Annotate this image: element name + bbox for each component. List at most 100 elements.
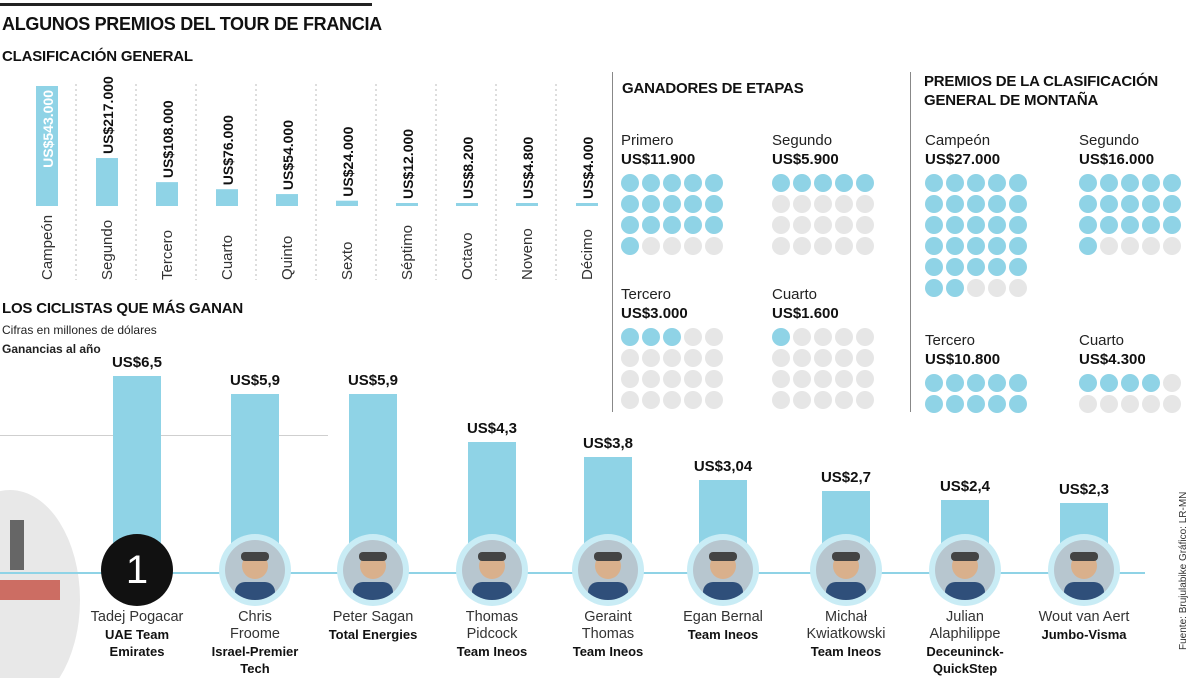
- filled-dot: [967, 258, 985, 276]
- empty-dot: [1142, 395, 1160, 413]
- gc-category-label: Séptimo: [399, 225, 416, 280]
- empty-dot: [684, 391, 702, 409]
- rider-earnings-label: US$5,9: [229, 372, 281, 390]
- mountain-prize-label: Segundo: [1079, 132, 1140, 149]
- empty-dot: [793, 391, 811, 409]
- mountain-title-line2: GENERAL DE MONTAÑA: [924, 92, 1099, 109]
- gc-value-label: US$4.800: [520, 137, 536, 199]
- gc-bar: [156, 182, 178, 206]
- mountain-prize-value: US$27.000: [925, 151, 1001, 168]
- empty-dot: [1163, 237, 1181, 255]
- mountain-prize-label: Campeón: [925, 132, 991, 149]
- empty-dot: [1163, 395, 1181, 413]
- empty-dot: [663, 349, 681, 367]
- empty-dot: [684, 349, 702, 367]
- filled-dot: [1079, 374, 1097, 392]
- rider-name: Thomas: [581, 626, 635, 642]
- riders-ylabel: Ganancias al año: [2, 342, 101, 356]
- gc-category-label: Tercero: [159, 230, 176, 280]
- filled-dot: [705, 174, 723, 192]
- rider-earnings-label: US$5,9: [347, 372, 399, 390]
- empty-dot: [835, 237, 853, 255]
- filled-dot: [1079, 195, 1097, 213]
- filled-dot: [1009, 374, 1027, 392]
- general-classification-chart: US$543.000 Campeón US$217.000 Segundo US$108…: [36, 76, 598, 280]
- empty-dot: [705, 349, 723, 367]
- rider-avatar: [572, 534, 644, 606]
- rider-info: Peter Sagan Total Energies: [313, 609, 433, 643]
- empty-dot: [814, 328, 832, 346]
- empty-dot: [621, 391, 639, 409]
- filled-dot: [988, 395, 1006, 413]
- rider-info: Egan Bernal Team Ineos: [663, 609, 783, 643]
- empty-dot: [772, 370, 790, 388]
- empty-dot: [793, 349, 811, 367]
- rider-avatar: [687, 534, 759, 606]
- gc-category-label: Segundo: [99, 220, 116, 280]
- gc-value-label: US$24.000: [340, 126, 356, 196]
- filled-dot: [988, 237, 1006, 255]
- filled-dot: [642, 174, 660, 192]
- gc-bar: [96, 158, 118, 206]
- filled-dot: [946, 279, 964, 297]
- rider-name: Geraint: [584, 609, 632, 625]
- empty-dot: [793, 216, 811, 234]
- filled-dot: [1163, 216, 1181, 234]
- filled-dot: [967, 374, 985, 392]
- filled-dot: [621, 216, 639, 234]
- empty-dot: [835, 349, 853, 367]
- rider-team: Team Ineos: [810, 644, 882, 659]
- stage-prize-value: US$11.900: [621, 151, 696, 168]
- rider-info: Geraint Thomas Team Ineos: [548, 609, 668, 660]
- empty-dot: [642, 370, 660, 388]
- empty-dot: [684, 328, 702, 346]
- rider-team: Emirates: [109, 644, 165, 659]
- filled-dot: [772, 174, 790, 192]
- filled-dot: [946, 216, 964, 234]
- empty-dot: [705, 237, 723, 255]
- stage-prize-value: US$5.900: [772, 151, 839, 168]
- empty-dot: [1009, 279, 1027, 297]
- gc-value-label: US$76.000: [220, 115, 236, 185]
- rider-info: Michał Kwiatkowski Team Ineos: [786, 609, 906, 660]
- filled-dot: [925, 374, 943, 392]
- rider-earnings-label: US$4,3: [466, 420, 518, 438]
- rider-team: Team Ineos: [572, 644, 644, 659]
- filled-dot: [967, 237, 985, 255]
- empty-dot: [1100, 395, 1118, 413]
- empty-dot: [814, 216, 832, 234]
- filled-dot: [1163, 195, 1181, 213]
- rider-avatar: [1048, 534, 1120, 606]
- gc-bar: [216, 189, 238, 206]
- stage-prize-dots: [621, 328, 723, 409]
- rider-team: Total Energies: [328, 627, 418, 642]
- rider-avatar: [810, 534, 882, 606]
- empty-dot: [835, 195, 853, 213]
- gc-category-label: Campeón: [39, 215, 56, 280]
- rider-team: Jumbo-Visma: [1041, 627, 1127, 642]
- gc-bar: [576, 203, 598, 206]
- gc-bar: [516, 203, 538, 206]
- filled-dot: [705, 195, 723, 213]
- rider-name: Pidcock: [466, 626, 518, 642]
- empty-dot: [1142, 237, 1160, 255]
- rider-avatar: [337, 534, 409, 606]
- filled-dot: [1009, 216, 1027, 234]
- filled-dot: [1121, 195, 1139, 213]
- filled-dot: [663, 195, 681, 213]
- empty-dot: [793, 195, 811, 213]
- empty-dot: [684, 370, 702, 388]
- filled-dot: [1163, 174, 1181, 192]
- rider-name: Chris: [238, 609, 272, 625]
- empty-dot: [621, 349, 639, 367]
- empty-dot: [705, 328, 723, 346]
- filled-dot: [705, 216, 723, 234]
- filled-dot: [988, 258, 1006, 276]
- filled-dot: [1142, 374, 1160, 392]
- filled-dot: [1009, 395, 1027, 413]
- empty-dot: [1121, 395, 1139, 413]
- source-credit: Fuente: Brujulabike Gráfico: LR-MN: [1178, 491, 1189, 650]
- empty-dot: [814, 349, 832, 367]
- filled-dot: [1121, 174, 1139, 192]
- rider-avatar: [929, 534, 1001, 606]
